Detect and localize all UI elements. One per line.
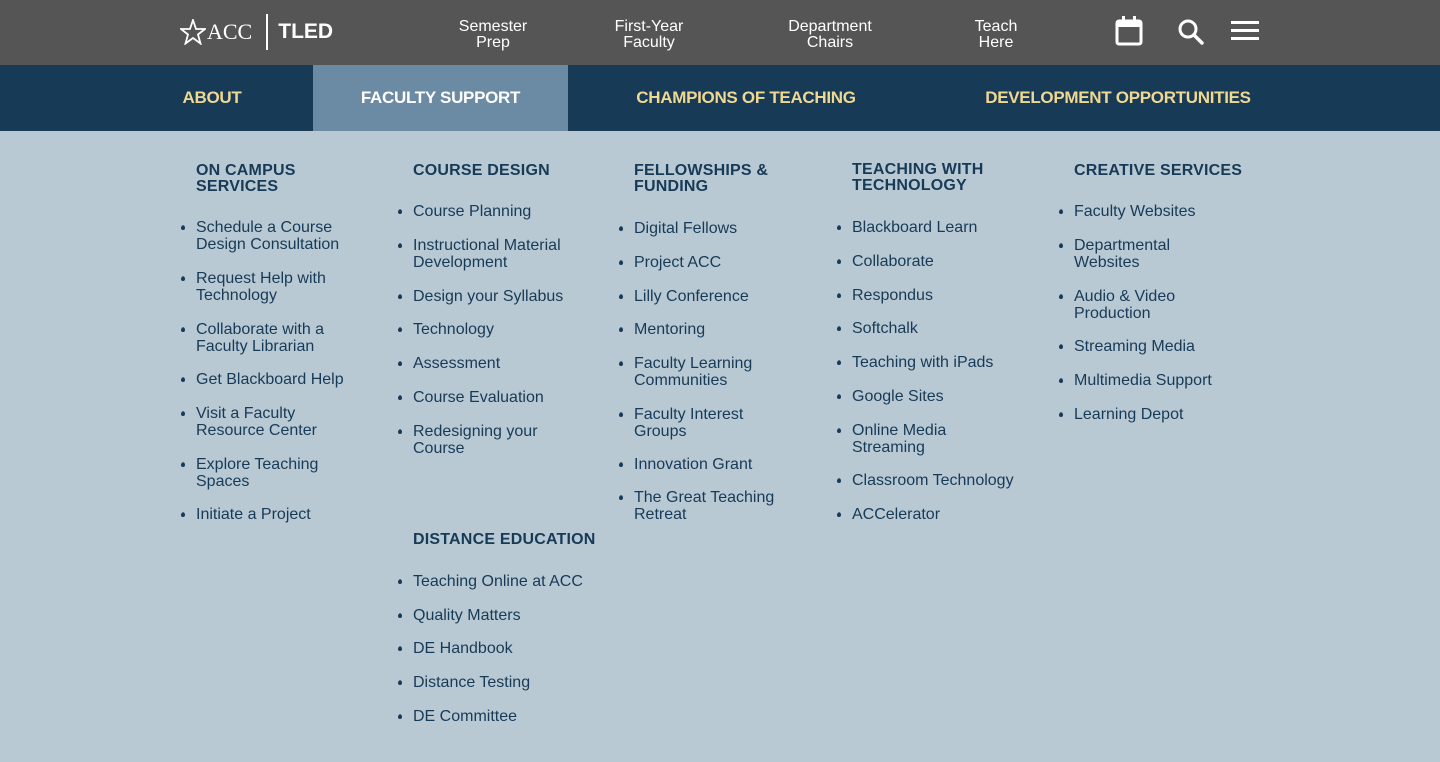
list-item[interactable]: Faculty Websites bbox=[1059, 203, 1264, 220]
distance-education-heading[interactable]: DISTANCE EDUCATION bbox=[413, 531, 596, 548]
list-item[interactable]: Digital Fellows bbox=[619, 220, 824, 237]
menu-column-course-design: COURSE DESIGN bbox=[413, 163, 550, 179]
nav-champions-of-teaching[interactable]: CHAMPIONS OF TEACHING bbox=[636, 88, 856, 107]
list-item[interactable]: Project ACC bbox=[619, 254, 824, 271]
heading-line: TEACHING WITH bbox=[852, 161, 984, 178]
link-line: Faculty bbox=[623, 34, 675, 51]
heading-line: SERVICES bbox=[196, 178, 279, 195]
list-item[interactable]: DE Handbook bbox=[398, 640, 623, 657]
menu-column-on-campus: ON CAMPUS SERVICES bbox=[196, 163, 296, 195]
list-item[interactable]: Lilly Conference bbox=[619, 288, 824, 305]
star-logo-icon bbox=[180, 19, 206, 45]
nav-about[interactable]: ABOUT bbox=[182, 88, 242, 107]
list-item[interactable]: Classroom Technology bbox=[837, 472, 1052, 489]
creative-services-heading[interactable]: CREATIVE SERVICES bbox=[1074, 162, 1243, 179]
fellowships-heading[interactable]: FELLOWSHIPS & FUNDING bbox=[634, 163, 768, 195]
link-line: Department bbox=[788, 18, 872, 35]
list-item[interactable]: Quality Matters bbox=[398, 607, 623, 624]
link-line: Prep bbox=[476, 34, 510, 51]
list-item[interactable]: DE Committee bbox=[398, 708, 623, 725]
course-design-heading[interactable]: COURSE DESIGN bbox=[413, 162, 550, 179]
on-campus-heading[interactable]: ON CAMPUS SERVICES bbox=[196, 163, 296, 195]
list-item[interactable]: Softchalk bbox=[837, 320, 1052, 337]
list-item[interactable]: Assessment bbox=[398, 355, 623, 372]
link-line: Teach bbox=[974, 18, 1018, 35]
list-item[interactable]: Google Sites bbox=[837, 388, 1052, 405]
link-line: First-Year bbox=[614, 18, 684, 35]
department-chairs-link[interactable]: Department Chairs bbox=[770, 19, 890, 51]
link-line: Chairs bbox=[806, 34, 854, 51]
teaching-tech-heading[interactable]: TEACHING WITH TECHNOLOGY bbox=[852, 162, 983, 194]
list-item[interactable]: Initiate a Project bbox=[181, 506, 396, 523]
first-year-faculty-link[interactable]: First-Year Faculty bbox=[601, 19, 697, 51]
logo-acc-text: ACC bbox=[207, 19, 253, 44]
list-item[interactable]: Distance Testing bbox=[398, 674, 623, 691]
heading-line: TECHNOLOGY bbox=[852, 177, 967, 194]
teach-here-link[interactable]: Teach Here bbox=[961, 19, 1031, 51]
list-item[interactable]: Collaborate bbox=[837, 253, 1052, 270]
top-bar: ACC TLED Semester Prep First-Year Facult… bbox=[0, 0, 1440, 65]
list-item[interactable]: ACCelerator bbox=[837, 506, 1052, 523]
logo-tled-text: TLED bbox=[278, 20, 334, 43]
nav-development-opportunities[interactable]: DEVELOPMENT OPPORTUNITIES bbox=[985, 88, 1251, 107]
list-item[interactable]: Respondus bbox=[837, 287, 1052, 304]
main-nav: ABOUT FACULTY SUPPORT CHAMPIONS OF TEACH… bbox=[0, 65, 1440, 131]
list-item[interactable]: Get Blackboard Help bbox=[181, 371, 396, 388]
search-icon[interactable] bbox=[1176, 14, 1206, 48]
list-item[interactable]: Multimedia Support bbox=[1059, 372, 1264, 389]
list-item[interactable]: Teaching with iPads bbox=[837, 354, 1052, 371]
heading-line: ON CAMPUS bbox=[196, 162, 296, 179]
list-item[interactable]: Course Evaluation bbox=[398, 389, 623, 406]
nav-faculty-support[interactable]: FACULTY SUPPORT bbox=[313, 65, 568, 131]
heading-line: FELLOWSHIPS & bbox=[634, 162, 769, 179]
list-item[interactable]: Learning Depot bbox=[1059, 406, 1264, 423]
list-item[interactable]: Course Planning bbox=[398, 203, 623, 220]
menu-column-fellowships: FELLOWSHIPS & FUNDING bbox=[634, 163, 768, 195]
logo-divider bbox=[266, 14, 269, 50]
menu-column-distance-education: DISTANCE EDUCATION bbox=[413, 532, 596, 548]
list-item[interactable]: Technology bbox=[398, 321, 623, 338]
semester-prep-link[interactable]: Semester Prep bbox=[448, 19, 538, 51]
list-item[interactable]: Teaching Online at ACC bbox=[398, 573, 623, 590]
heading-line: FUNDING bbox=[634, 178, 709, 195]
list-item[interactable]: Innovation Grant bbox=[619, 456, 824, 473]
menu-icon[interactable] bbox=[1230, 14, 1260, 48]
list-item[interactable]: Blackboard Learn bbox=[837, 219, 1052, 236]
link-line: Here bbox=[978, 34, 1014, 51]
calendar-icon[interactable] bbox=[1114, 14, 1144, 48]
list-item[interactable]: Streaming Media bbox=[1059, 338, 1264, 355]
link-line: Semester bbox=[458, 18, 528, 35]
list-item[interactable]: Design your Syllabus bbox=[398, 288, 623, 305]
list-item[interactable]: Mentoring bbox=[619, 321, 824, 338]
menu-column-creative: CREATIVE SERVICES bbox=[1074, 163, 1242, 179]
menu-column-teaching-tech: TEACHING WITH TECHNOLOGY bbox=[852, 162, 983, 194]
acc-tled-logo[interactable]: ACC TLED bbox=[180, 14, 333, 50]
